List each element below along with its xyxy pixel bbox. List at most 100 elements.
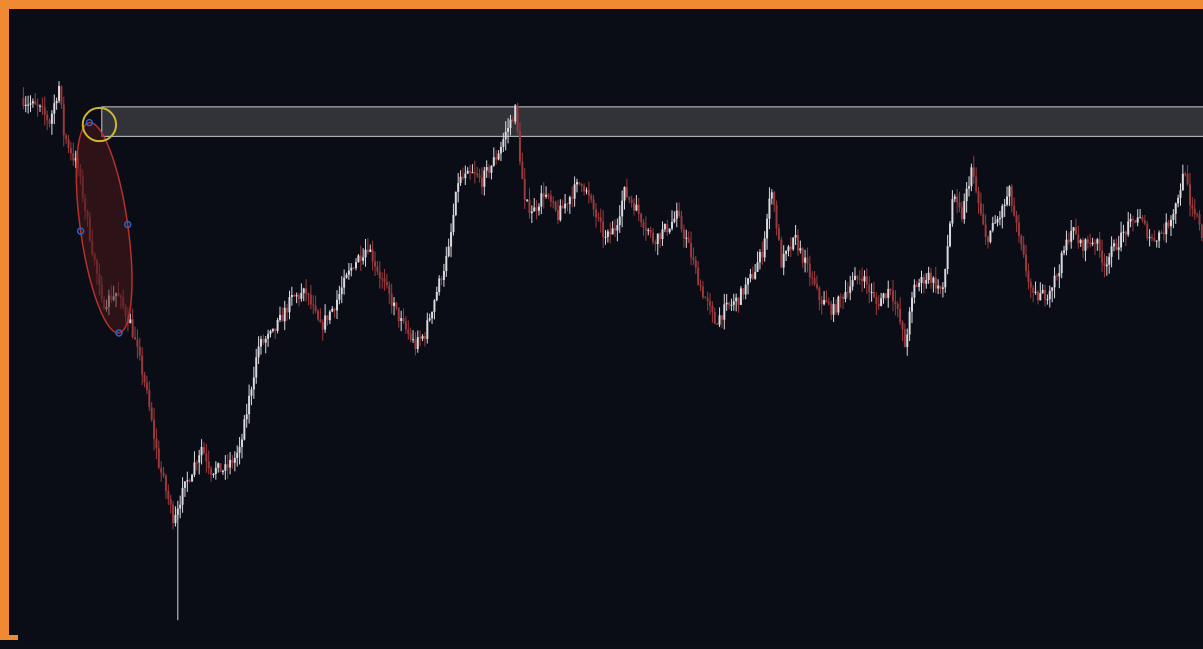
candle-body	[162, 472, 165, 476]
candle-body	[827, 302, 830, 304]
candle-body	[134, 337, 137, 340]
candle	[891, 280, 894, 312]
annotation-layer	[75, 106, 133, 337]
candle-body	[602, 221, 605, 238]
ellipse-handle[interactable]	[85, 118, 94, 127]
candle-body	[214, 467, 217, 474]
candle-body	[834, 304, 837, 313]
candle-body	[433, 300, 436, 312]
candle	[682, 224, 685, 248]
candle-body	[533, 207, 536, 212]
candle	[1010, 183, 1013, 213]
candle-body	[362, 257, 365, 261]
candle-body	[490, 165, 493, 173]
candle-body	[970, 167, 973, 187]
candle	[616, 218, 619, 242]
candle-body	[621, 200, 624, 217]
candle	[1082, 237, 1085, 259]
candle	[160, 461, 163, 482]
candle	[1191, 197, 1194, 217]
candle-body	[1096, 239, 1099, 244]
candle-body	[564, 203, 567, 209]
candle	[407, 320, 410, 340]
candle	[578, 182, 581, 186]
candle	[1148, 229, 1151, 247]
candle	[932, 276, 935, 293]
candle-body	[635, 204, 638, 211]
candle-body	[989, 230, 992, 242]
candle-body	[502, 139, 505, 147]
ellipse-handle[interactable]	[76, 227, 85, 235]
candle	[288, 290, 291, 320]
candle	[1065, 230, 1068, 256]
candle-body	[701, 286, 704, 298]
candle-body	[340, 287, 343, 295]
candle-body	[671, 221, 674, 229]
candle-body	[1003, 204, 1006, 207]
candle-body	[39, 105, 42, 107]
candle-body	[996, 219, 999, 223]
candle-body	[561, 205, 564, 209]
ellipse-handle[interactable]	[123, 220, 132, 229]
candle-body	[573, 184, 576, 199]
candle-body	[991, 223, 994, 231]
candle-body	[1174, 203, 1177, 214]
candle-body	[894, 301, 897, 304]
candle-body	[884, 293, 887, 298]
candle-body	[730, 304, 733, 306]
candle	[609, 222, 612, 244]
candle	[191, 473, 194, 482]
candle	[1029, 278, 1032, 299]
candle-body	[870, 291, 873, 293]
candle-body	[1001, 206, 1004, 218]
candle	[625, 178, 628, 199]
candle	[775, 200, 778, 236]
candle	[982, 203, 985, 226]
candle	[865, 268, 868, 295]
candle-body	[846, 291, 849, 293]
candle-body	[927, 272, 930, 281]
candle-body	[1077, 234, 1080, 244]
candle-body	[435, 291, 438, 301]
candle-body	[257, 346, 260, 358]
candle	[782, 245, 785, 276]
candle-body	[274, 328, 277, 331]
candle	[205, 443, 208, 473]
candle-body	[385, 281, 388, 286]
candle-body	[766, 218, 769, 239]
candle	[972, 155, 975, 184]
candle-body	[887, 288, 890, 298]
candle	[1150, 234, 1153, 242]
candle	[813, 270, 816, 287]
candle	[447, 238, 450, 258]
candle	[390, 283, 393, 314]
candle	[438, 275, 441, 296]
candle-body	[69, 148, 72, 154]
candle	[338, 285, 341, 305]
candle-body	[243, 419, 246, 440]
candle-body	[278, 314, 281, 320]
candle	[378, 261, 381, 289]
candle	[839, 293, 842, 308]
candle	[27, 95, 30, 114]
resistance-zone	[101, 106, 1203, 137]
candle	[283, 300, 286, 331]
candle	[889, 288, 892, 296]
ellipse-handle[interactable]	[115, 329, 123, 337]
candle	[825, 290, 828, 303]
candle	[799, 240, 802, 254]
candle	[623, 186, 626, 210]
candle-body	[1084, 239, 1087, 251]
candle	[345, 272, 348, 279]
candle-body	[649, 229, 652, 233]
candle-body	[404, 321, 407, 330]
candle	[193, 451, 196, 478]
candle	[369, 244, 372, 253]
candle-body	[326, 315, 329, 321]
price-chart[interactable]	[9, 9, 1203, 649]
candle	[590, 193, 593, 203]
candle	[970, 163, 973, 192]
candle	[687, 231, 690, 243]
candle-body	[466, 170, 469, 174]
candle-body	[179, 504, 182, 509]
